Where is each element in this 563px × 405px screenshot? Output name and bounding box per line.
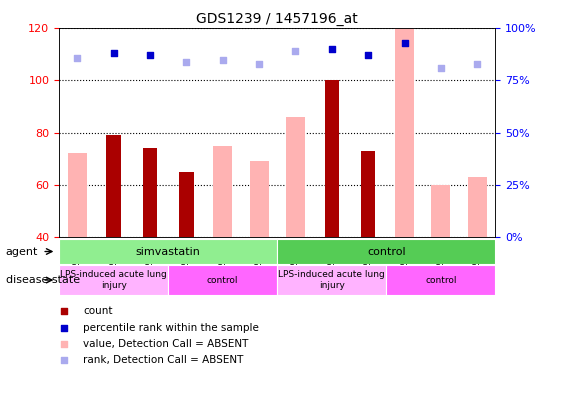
Bar xyxy=(277,239,495,264)
Bar xyxy=(68,153,87,237)
Text: control: control xyxy=(425,275,457,285)
Bar xyxy=(431,185,450,237)
Point xyxy=(145,52,154,59)
Bar xyxy=(286,117,305,237)
Text: percentile rank within the sample: percentile rank within the sample xyxy=(83,323,259,333)
Bar xyxy=(361,151,376,237)
Point xyxy=(73,54,82,61)
Point xyxy=(59,324,69,331)
Bar xyxy=(106,135,121,237)
Text: agent: agent xyxy=(6,247,38,256)
Text: control: control xyxy=(207,275,239,285)
Point xyxy=(364,52,373,59)
Bar xyxy=(179,172,194,237)
Text: LPS-induced acute lung
injury: LPS-induced acute lung injury xyxy=(60,271,167,290)
Point xyxy=(59,308,69,315)
Bar xyxy=(324,81,339,237)
Bar xyxy=(59,265,168,295)
Point xyxy=(400,40,409,46)
Point xyxy=(109,50,118,57)
Text: disease state: disease state xyxy=(6,275,80,285)
Bar xyxy=(249,161,269,237)
Point xyxy=(473,61,482,67)
Text: simvastatin: simvastatin xyxy=(136,247,200,256)
Text: LPS-induced acute lung
injury: LPS-induced acute lung injury xyxy=(279,271,385,290)
Bar xyxy=(468,177,486,237)
Point xyxy=(327,46,336,52)
Bar xyxy=(386,265,495,295)
Bar xyxy=(213,146,232,237)
Point xyxy=(218,56,227,63)
Text: value, Detection Call = ABSENT: value, Detection Call = ABSENT xyxy=(83,339,248,349)
Bar xyxy=(168,265,277,295)
Point xyxy=(59,341,69,347)
Bar xyxy=(59,239,277,264)
Bar xyxy=(395,28,414,237)
Text: control: control xyxy=(367,247,406,256)
Text: count: count xyxy=(83,307,113,316)
Bar xyxy=(143,148,157,237)
Point xyxy=(436,65,445,71)
Point xyxy=(59,357,69,363)
Text: rank, Detection Call = ABSENT: rank, Detection Call = ABSENT xyxy=(83,355,243,365)
Point xyxy=(291,48,300,55)
Bar xyxy=(277,265,386,295)
Title: GDS1239 / 1457196_at: GDS1239 / 1457196_at xyxy=(196,12,358,26)
Point xyxy=(254,61,263,67)
Point xyxy=(182,58,191,65)
